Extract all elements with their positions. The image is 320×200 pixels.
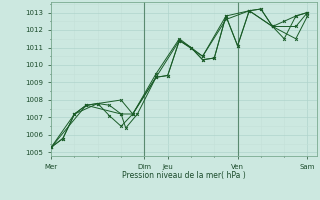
X-axis label: Pression niveau de la mer( hPa ): Pression niveau de la mer( hPa ) [122, 171, 246, 180]
